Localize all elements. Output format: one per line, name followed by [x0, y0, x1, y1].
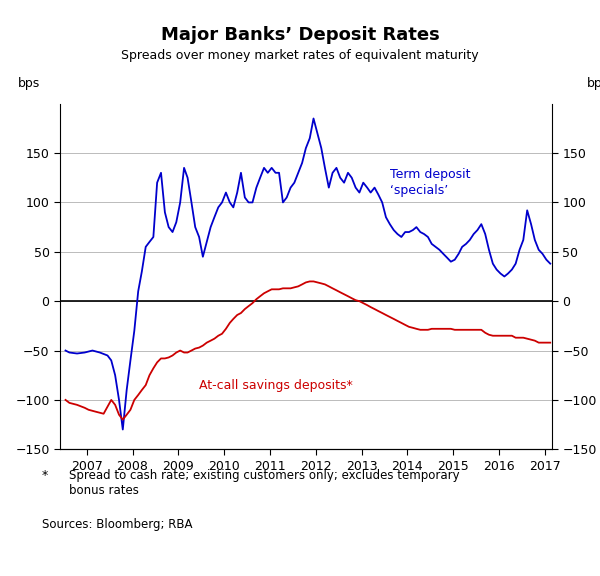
- Text: Spreads over money market rates of equivalent maturity: Spreads over money market rates of equiv…: [121, 49, 479, 62]
- Text: Sources: Bloomberg; RBA: Sources: Bloomberg; RBA: [42, 518, 193, 532]
- Text: Term deposit
‘specials’: Term deposit ‘specials’: [390, 168, 470, 197]
- Text: *: *: [42, 469, 48, 483]
- Text: Major Banks’ Deposit Rates: Major Banks’ Deposit Rates: [161, 26, 439, 44]
- Text: bps: bps: [586, 77, 600, 90]
- Text: At-call savings deposits*: At-call savings deposits*: [199, 378, 353, 392]
- Text: Spread to cash rate; existing customers only; excludes temporary
bonus rates: Spread to cash rate; existing customers …: [69, 469, 460, 498]
- Text: bps: bps: [18, 77, 40, 90]
